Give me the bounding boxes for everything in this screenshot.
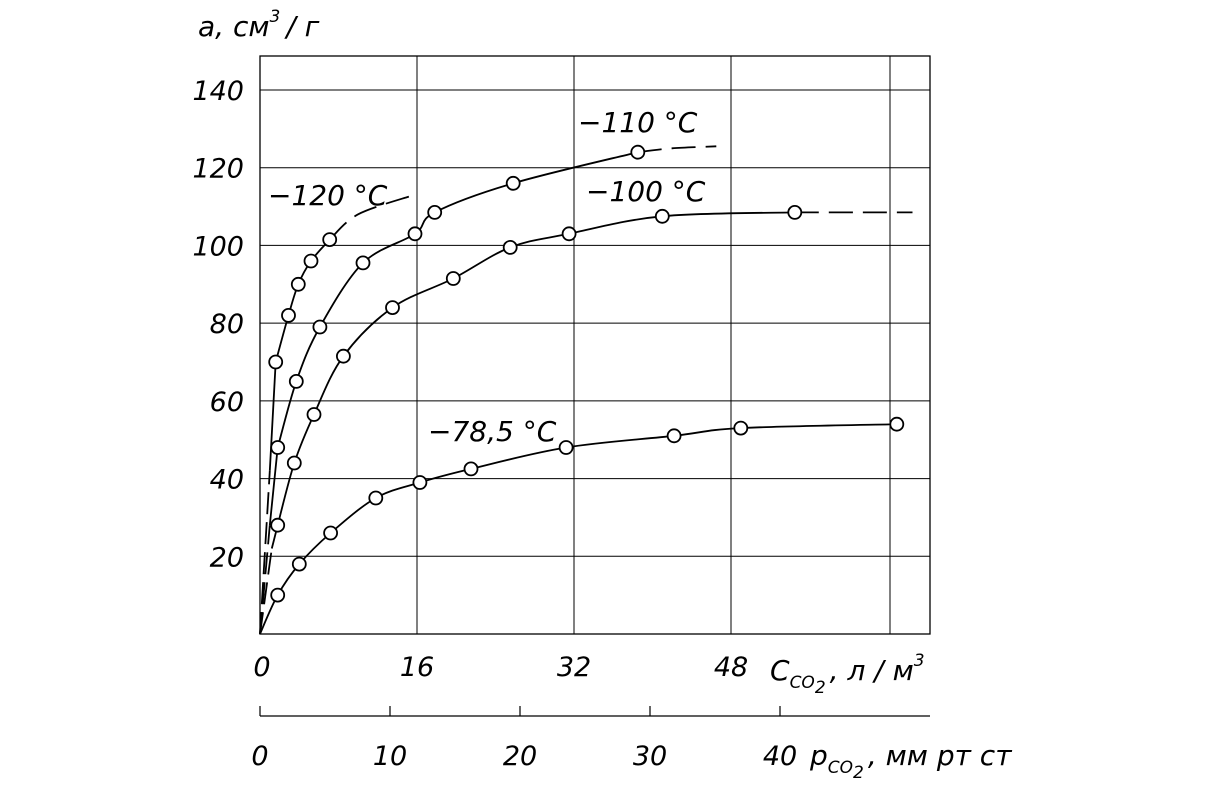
x2-tick-label: 0 (251, 741, 268, 772)
curve-label: −100 °C (586, 175, 706, 208)
data-point (561, 226, 577, 242)
curve-label: −110 °C (578, 106, 698, 139)
markers (268, 144, 905, 603)
data-point (322, 232, 338, 248)
data-point (303, 253, 319, 269)
data-point (306, 407, 322, 422)
y-tick-label: 80 (210, 309, 244, 340)
data-point (733, 420, 749, 436)
x2-tick-label: 20 (503, 741, 537, 772)
curve-dashed-end (637, 145, 717, 154)
data-point (270, 517, 286, 533)
data-point (286, 455, 302, 471)
data-point (412, 475, 428, 490)
curves (259, 145, 913, 635)
curve-label: −78,5 °C (428, 415, 557, 448)
curve-solid (274, 239, 331, 363)
x-axis-title: CCO2, л / м3 (770, 651, 925, 698)
data-point (889, 416, 905, 432)
curve-solid (276, 211, 795, 526)
data-point (385, 300, 400, 316)
data-point (355, 255, 371, 271)
y-tick-label: 140 (192, 76, 244, 107)
y-tick-label: 40 (210, 465, 244, 496)
y-tick-label: 60 (210, 387, 244, 418)
y-tick-label: 120 (192, 154, 244, 185)
data-point (270, 440, 286, 455)
curve-dashed-start (259, 470, 271, 635)
data-point (654, 208, 670, 224)
data-point (666, 428, 682, 444)
data-point (427, 204, 443, 220)
axes (259, 55, 931, 717)
data-point (268, 354, 284, 370)
data-point (281, 307, 296, 323)
curve-dashed-start (259, 548, 273, 635)
data-point (312, 319, 328, 335)
data-point (630, 144, 646, 160)
data-point (787, 204, 803, 220)
curve-dashed-end (329, 194, 415, 241)
plot-frame (259, 55, 931, 635)
data-point (407, 226, 423, 242)
data-point (290, 276, 306, 292)
y-tick-label: 20 (210, 542, 244, 573)
data-point (445, 271, 461, 286)
tick-labels: 20 40 60 80 100 120 140 0 16 32 48 0 10 20 30 40 (192, 76, 797, 772)
x-tick-label: 48 (714, 652, 748, 683)
data-point (270, 587, 286, 603)
data-point (505, 175, 521, 191)
data-point (502, 239, 518, 255)
curve-solid (259, 423, 897, 635)
x2-tick-label: 40 (763, 741, 797, 772)
data-point (335, 348, 351, 364)
x2-tick-label: 10 (373, 741, 407, 772)
data-point (558, 440, 574, 455)
data-point (368, 490, 384, 506)
y-axis-title: a, см3/ г (198, 7, 320, 43)
x2-axis-title: pCO2, мм рт ст (809, 739, 1012, 783)
x2-tick-label: 30 (633, 741, 667, 772)
data-point (463, 461, 479, 477)
data-point (291, 556, 307, 572)
curve-labels: −120 °C −110 °C −100 °C −78,5 °C (268, 106, 706, 448)
data-point (323, 525, 339, 541)
x-tick-label: 32 (557, 652, 591, 683)
x-tick-label: 16 (400, 652, 434, 683)
curve-label: −120 °C (268, 179, 388, 212)
grid (260, 56, 930, 634)
curve-segment (268, 361, 277, 471)
y-tick-label: 100 (192, 231, 244, 262)
data-point (288, 373, 304, 389)
x-tick-label: 0 (253, 652, 270, 683)
